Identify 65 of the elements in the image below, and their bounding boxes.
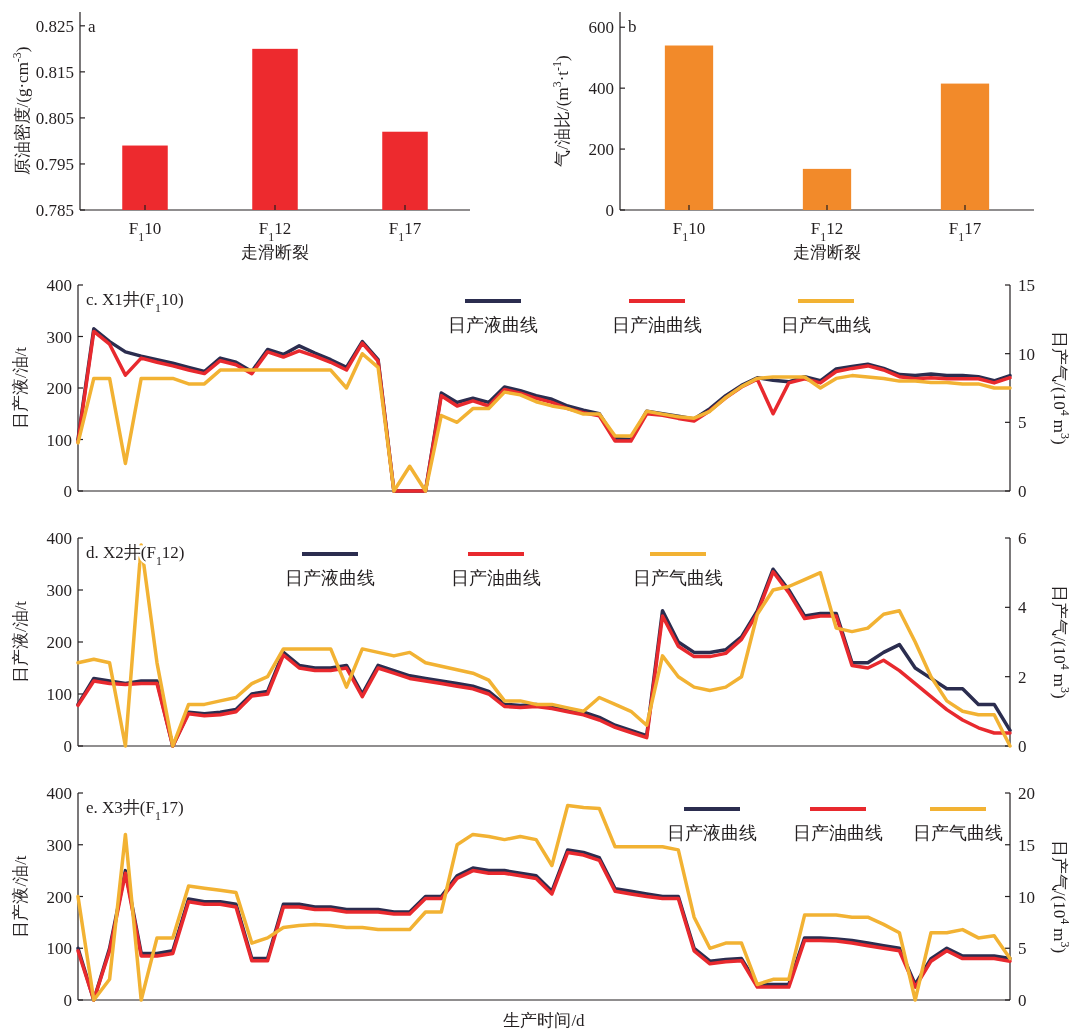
x-tick-label: F$_{1}$12 xyxy=(258,219,292,244)
chart-title: b xyxy=(628,17,637,36)
legend-label: 日产油曲线 xyxy=(793,823,883,843)
legend-label: 日产气曲线 xyxy=(781,315,871,335)
y-tick-label: 0 xyxy=(63,991,72,1010)
y-tick-label: 0 xyxy=(63,737,72,756)
y-axis-title: 日产液/油/t xyxy=(11,600,30,684)
y-tick-label: 100 xyxy=(46,939,72,959)
y-tick-label: 300 xyxy=(46,581,72,600)
legend-label: 日产液曲线 xyxy=(448,315,538,335)
x-tick-label: F$_{1}$17 xyxy=(948,219,982,244)
y-tick-label: 600 xyxy=(588,18,614,38)
y-tick-label: 400 xyxy=(46,276,72,295)
bar xyxy=(940,83,990,210)
y-tick-label: 300 xyxy=(46,327,72,347)
x-axis-title: 生产时间/d xyxy=(503,1011,586,1030)
y-tick-label: 400 xyxy=(46,784,72,803)
x-tick-label: F$_{1}$10 xyxy=(128,219,162,244)
y2-tick-label: 15 xyxy=(1018,835,1035,855)
text: c. X1井(F$_{1}$10) xyxy=(86,290,184,315)
y2-tick-label: 10 xyxy=(1018,344,1035,364)
x-axis-title: 走滑断裂 xyxy=(793,243,861,262)
y-tick-label: 0.805 xyxy=(35,108,74,128)
y-tick-label: 0 xyxy=(605,201,614,220)
y2-tick-label: 4 xyxy=(1018,598,1027,618)
y-tick-label: 200 xyxy=(46,379,72,398)
legend-label: 日产液曲线 xyxy=(285,568,375,588)
legend-label: 日产油曲线 xyxy=(451,568,541,588)
x-axis-title: 走滑断裂 xyxy=(241,243,309,262)
y-tick-label: 0.785 xyxy=(35,201,74,220)
y-tick-label: 100 xyxy=(46,430,72,450)
y-tick-label: 0.825 xyxy=(35,16,74,36)
y-tick-label: 0 xyxy=(63,482,72,501)
legend-label: 日产油曲线 xyxy=(612,315,702,335)
legend-label: 日产气曲线 xyxy=(633,568,723,588)
y-tick-label: 0.815 xyxy=(35,62,74,82)
y2-tick-label: 20 xyxy=(1018,784,1035,803)
y-axis-title: 日产液/油/t xyxy=(11,855,30,938)
y-tick-label: 200 xyxy=(46,887,72,907)
x-tick-label: F$_{1}$10 xyxy=(672,219,706,244)
y-tick-label: 100 xyxy=(46,685,72,704)
y-tick-label: 200 xyxy=(588,140,614,160)
y-axis-title: 日产液/油/t xyxy=(11,346,30,430)
x-tick-label: F$_{1}$12 xyxy=(810,219,844,244)
text: e. X3井(F$_{1}$17) xyxy=(86,798,184,823)
y-tick-label: 0.795 xyxy=(35,154,74,174)
y2-tick-label: 6 xyxy=(1018,529,1027,548)
y2-tick-label: 0 xyxy=(1018,991,1027,1010)
y-tick-label: 400 xyxy=(46,529,72,548)
y2-tick-label: 2 xyxy=(1018,667,1027,687)
y-tick-label: 200 xyxy=(46,633,72,652)
x-tick-label: F$_{1}$17 xyxy=(388,219,422,244)
y2-tick-label: 0 xyxy=(1018,737,1027,756)
y2-tick-label: 5 xyxy=(1018,413,1027,433)
chart-title: a xyxy=(88,17,96,36)
bar xyxy=(802,168,852,210)
bar xyxy=(664,45,714,210)
y2-tick-label: 5 xyxy=(1018,939,1027,959)
legend-label: 日产液曲线 xyxy=(667,823,757,843)
legend-label: 日产气曲线 xyxy=(913,823,1003,843)
y2-tick-label: 10 xyxy=(1018,887,1035,907)
y-tick-label: 300 xyxy=(46,835,72,855)
y-tick-label: 400 xyxy=(588,79,614,99)
y2-tick-label: 0 xyxy=(1018,482,1027,501)
y2-tick-label: 15 xyxy=(1018,276,1035,295)
